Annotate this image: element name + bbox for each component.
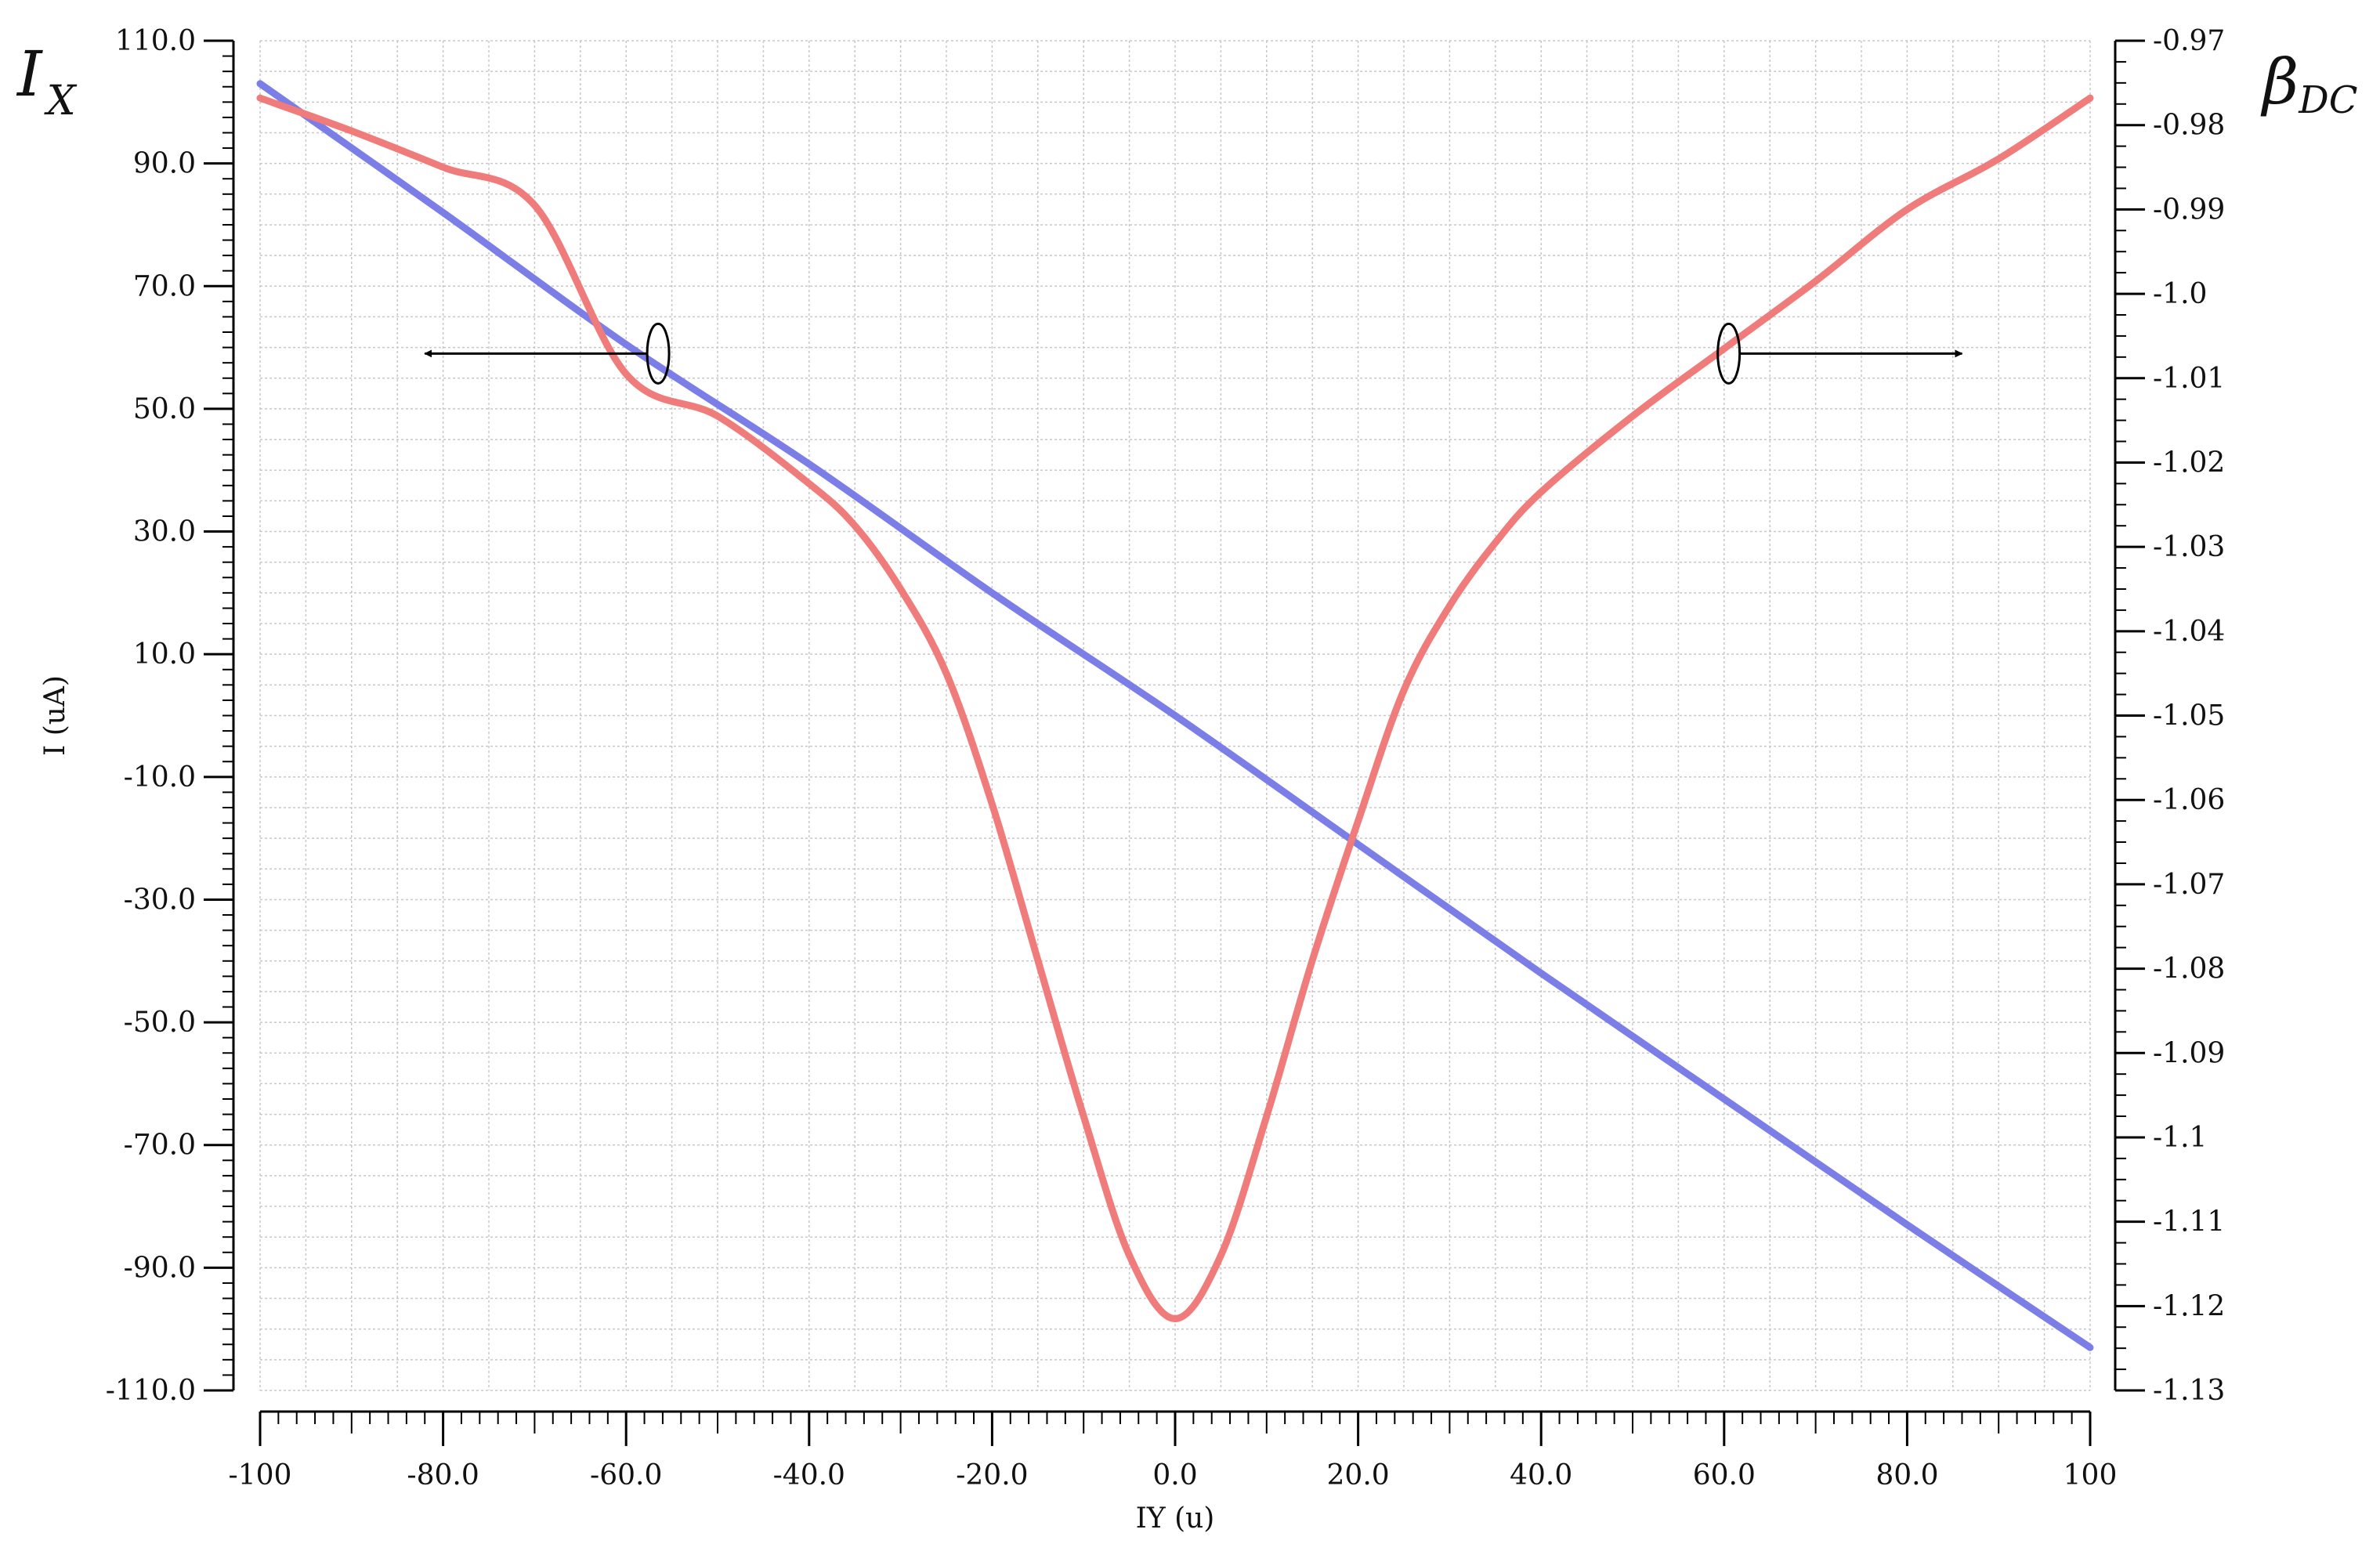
bottom-axis-tick-label: 60.0 xyxy=(1693,1459,1756,1491)
annotations xyxy=(424,322,1963,385)
bottom-axis-tick-label: 100 xyxy=(2064,1459,2118,1491)
right-axis-tick-label: -1.07 xyxy=(2153,869,2225,901)
left-axis-tick-label: 10.0 xyxy=(133,638,196,671)
right-axis-tick-label: -1.06 xyxy=(2153,784,2225,816)
bottom-axis-tick-label: -60.0 xyxy=(590,1459,662,1491)
right-axis-tick-label: -0.97 xyxy=(2153,25,2225,57)
right-axis-tick-label: -0.98 xyxy=(2153,110,2225,142)
axes xyxy=(204,39,2145,1446)
right-axis-tick-label: -1.05 xyxy=(2153,700,2225,732)
bottom-axis-tick-label: -20.0 xyxy=(956,1459,1028,1491)
grid xyxy=(259,40,2091,1391)
labels: 110.0 90.0 70.0 50.0 30.0 10.0 -10.0 -30.0 -50.0… xyxy=(16,25,2357,1535)
right-axis-tick-label: -1.03 xyxy=(2153,531,2225,563)
bottom-axis-tick-label: 20.0 xyxy=(1327,1459,1390,1491)
left-axis-tick-label: -110.0 xyxy=(106,1375,196,1407)
right-axis-tick-label: -0.99 xyxy=(2153,193,2225,226)
right-axis-symbol: βDC xyxy=(2260,45,2357,122)
y-axis-title: I (uA) xyxy=(39,675,71,756)
annotation-ellipse xyxy=(646,322,671,385)
left-axis-tick-label: -70.0 xyxy=(124,1130,196,1162)
right-axis-tick-label: -1.01 xyxy=(2153,363,2225,395)
right-axis-tick-label: -1.0 xyxy=(2153,278,2207,310)
left-axis-tick-label: 30.0 xyxy=(133,516,196,548)
right-axis-tick-label: -1.11 xyxy=(2153,1206,2225,1238)
left-axis-tick-label: 50.0 xyxy=(133,393,196,425)
right-axis-tick-label: -1.13 xyxy=(2153,1375,2225,1407)
bottom-axis-tick-label: 80.0 xyxy=(1875,1459,1938,1491)
series-lines xyxy=(256,80,2094,1351)
left-axis-tick-label: -30.0 xyxy=(124,884,196,916)
bottom-axis-tick-label: 0.0 xyxy=(1152,1459,1197,1491)
right-axis-tick-label: -1.08 xyxy=(2153,953,2225,985)
left-axis-tick-label: 70.0 xyxy=(133,270,196,302)
bottom-axis-tick-label: -40.0 xyxy=(773,1459,845,1491)
left-axis-tick-label: -50.0 xyxy=(124,1007,196,1039)
right-axis-tick-label: -1.02 xyxy=(2153,446,2225,479)
right-axis-tick-label: -1.12 xyxy=(2153,1290,2225,1322)
right-axis-tick-label: -1.1 xyxy=(2153,1122,2207,1154)
left-axis-tick-label: 90.0 xyxy=(133,148,196,180)
bottom-axis-tick-label: -100 xyxy=(229,1459,292,1491)
right-axis-tick-label: -1.04 xyxy=(2153,616,2225,648)
bottom-axis-tick-label: 40.0 xyxy=(1510,1459,1572,1491)
series-line-ix xyxy=(256,80,2094,1351)
left-axis-tick-label: -10.0 xyxy=(124,761,196,794)
left-axis-tick-label: -90.0 xyxy=(124,1252,196,1284)
bottom-axis-tick-label: -80.0 xyxy=(407,1459,479,1491)
x-axis-title: IY (u) xyxy=(1136,1502,1215,1535)
left-axis-tick-label: 110.0 xyxy=(115,25,196,57)
right-axis-tick-label: -1.09 xyxy=(2153,1037,2225,1069)
series-line-beta-dc xyxy=(256,94,2094,1322)
